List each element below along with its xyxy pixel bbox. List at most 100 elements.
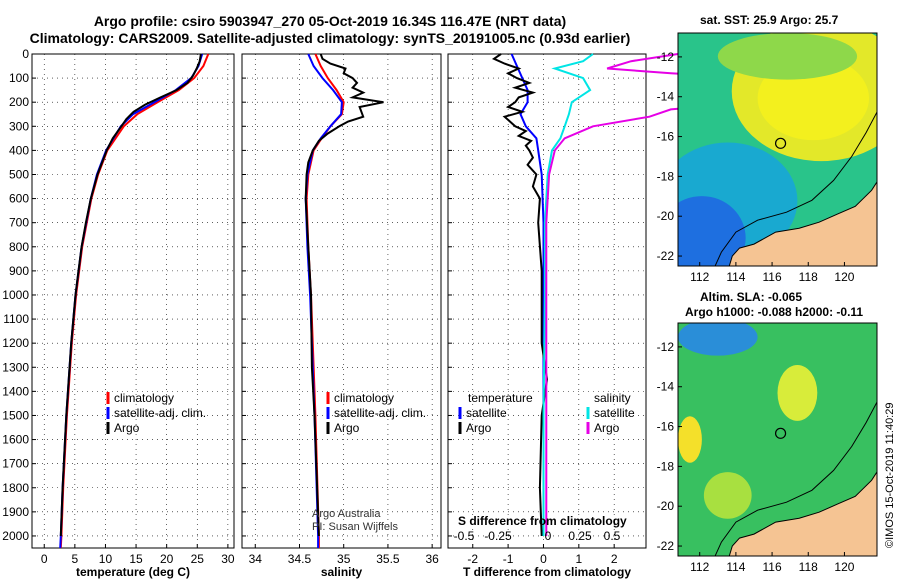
map-lat-label: -12 — [657, 340, 675, 354]
land-mass — [728, 471, 877, 556]
sla-map-title-2: Argo h1000: -0.088 h2000: -0.11 — [685, 305, 864, 319]
depth-tick-label: 100 — [9, 71, 29, 85]
map-lat-label: -16 — [657, 420, 675, 434]
legend-label: climatology — [114, 391, 174, 405]
annotation-text: Argo Australia — [312, 508, 381, 520]
credit-text: ©IMOS 15-Oct-2019 11:40:29 — [884, 402, 896, 548]
map-lat-label: -12 — [657, 50, 675, 64]
depth-tick-label: 1900 — [2, 505, 29, 519]
x-tick-label: 1 — [575, 552, 582, 566]
map-field — [717, 33, 858, 80]
sst-map-title: sat. SST: 25.9 Argo: 25.7 — [700, 13, 839, 27]
depth-tick-label: 1600 — [2, 433, 29, 447]
legend-label: satellite — [594, 406, 635, 420]
map-lat-label: -20 — [657, 499, 675, 513]
depth-contour — [714, 111, 877, 266]
depth-tick-label: 600 — [9, 192, 29, 206]
secondary-tick-label: 0 — [545, 529, 552, 543]
secondary-axis-label: S difference from climatology — [458, 514, 627, 528]
map-frame — [677, 322, 878, 557]
x-tick-label: -1 — [503, 552, 514, 566]
legend-label: satellite — [466, 406, 507, 420]
legend-label: satellite-adj. clim. — [334, 406, 426, 420]
map-lon-label: 118 — [799, 560, 818, 574]
x-tick-label: 0 — [540, 552, 547, 566]
depth-tick-label: 900 — [9, 264, 29, 278]
legend-label: salinity — [594, 391, 631, 405]
map-lon-label: 120 — [834, 560, 854, 574]
map-lon-label: 116 — [763, 560, 782, 574]
plot-frame — [241, 53, 442, 549]
map-lat-label: -18 — [657, 169, 675, 183]
series-line-argo — [304, 53, 384, 537]
map-field — [703, 472, 752, 519]
legend-label: temperature — [468, 391, 533, 405]
map-frame — [677, 32, 878, 267]
map-lon-label: 116 — [763, 270, 782, 284]
depth-tick-label: 1200 — [2, 336, 29, 350]
x-tick-label: 10 — [99, 552, 113, 566]
depth-tick-label: 1400 — [2, 384, 29, 398]
plot-frame — [31, 53, 235, 549]
x-tick-label: 5 — [72, 552, 79, 566]
x-tick-label: 35.5 — [376, 552, 400, 566]
map-lon-label: 114 — [726, 270, 745, 284]
legend-label: Argo — [114, 421, 140, 435]
map-lon-label: 120 — [834, 270, 854, 284]
sla-map-title-1: Altim. SLA: -0.065 — [700, 290, 803, 304]
map-lat-label: -22 — [657, 539, 675, 553]
map-lat-label: -20 — [657, 209, 675, 223]
x-tick-label: 15 — [129, 552, 143, 566]
depth-tick-label: 800 — [9, 240, 29, 254]
x-axis-label: salinity — [321, 565, 363, 579]
secondary-tick-label: -0.25 — [484, 529, 512, 543]
legend-label: climatology — [334, 391, 394, 405]
secondary-tick-label: 0.25 — [568, 529, 592, 543]
x-tick-label: 34.5 — [288, 552, 312, 566]
depth-tick-label: 700 — [9, 216, 29, 230]
map-field-cool — [678, 323, 758, 356]
series-line-satellite-s — [542, 53, 594, 536]
secondary-tick-label: -0.5 — [454, 529, 475, 543]
x-tick-label: 30 — [221, 552, 235, 566]
depth-tick-label: 1700 — [2, 457, 29, 471]
argo-position-marker — [774, 137, 787, 149]
depth-tick-label: 0 — [22, 47, 29, 61]
land-mass — [728, 181, 877, 266]
depth-tick-label: 1500 — [2, 408, 29, 422]
map-lat-label: -14 — [657, 90, 675, 104]
title-line-2: Climatology: CARS2009. Satellite-adjuste… — [29, 30, 631, 46]
map-lat-label: -14 — [657, 380, 675, 394]
legend-label: Argo — [594, 421, 620, 435]
depth-contour — [714, 401, 877, 556]
map-lon-label: 112 — [690, 560, 709, 574]
series-line-argo — [59, 53, 202, 537]
depth-tick-label: 300 — [9, 119, 29, 133]
depth-tick-label: 1000 — [2, 288, 29, 302]
series-line-argo-t — [491, 53, 549, 537]
x-tick-label: 36 — [425, 552, 439, 566]
depth-tick-label: 1100 — [3, 312, 29, 326]
map-lon-label: 118 — [799, 270, 818, 284]
secondary-tick-label: 0.5 — [604, 529, 621, 543]
depth-tick-label: 2000 — [2, 529, 29, 543]
legend-label: satellite-adj. clim. — [114, 406, 206, 420]
x-tick-label: 2 — [611, 552, 618, 566]
map-field-warm — [678, 416, 702, 463]
depth-tick-label: 1800 — [2, 481, 29, 495]
map-lat-label: -22 — [657, 249, 675, 263]
title-line-1: Argo profile: csiro 5903947_270 05-Oct-2… — [93, 13, 567, 29]
map-lon-label: 112 — [690, 270, 709, 284]
depth-tick-label: 400 — [9, 143, 29, 157]
map-lon-label: 114 — [726, 560, 745, 574]
annotation-text: PI: Susan Wijffels — [312, 521, 398, 533]
x-tick-label: 0 — [41, 552, 48, 566]
x-tick-label: 34 — [249, 552, 263, 566]
x-tick-label: -2 — [467, 552, 478, 566]
map-field-warm — [777, 364, 818, 421]
x-tick-label: 35 — [337, 552, 351, 566]
depth-tick-label: 1300 — [2, 360, 29, 374]
depth-tick-label: 200 — [9, 95, 29, 109]
map-field-cool — [678, 196, 746, 266]
